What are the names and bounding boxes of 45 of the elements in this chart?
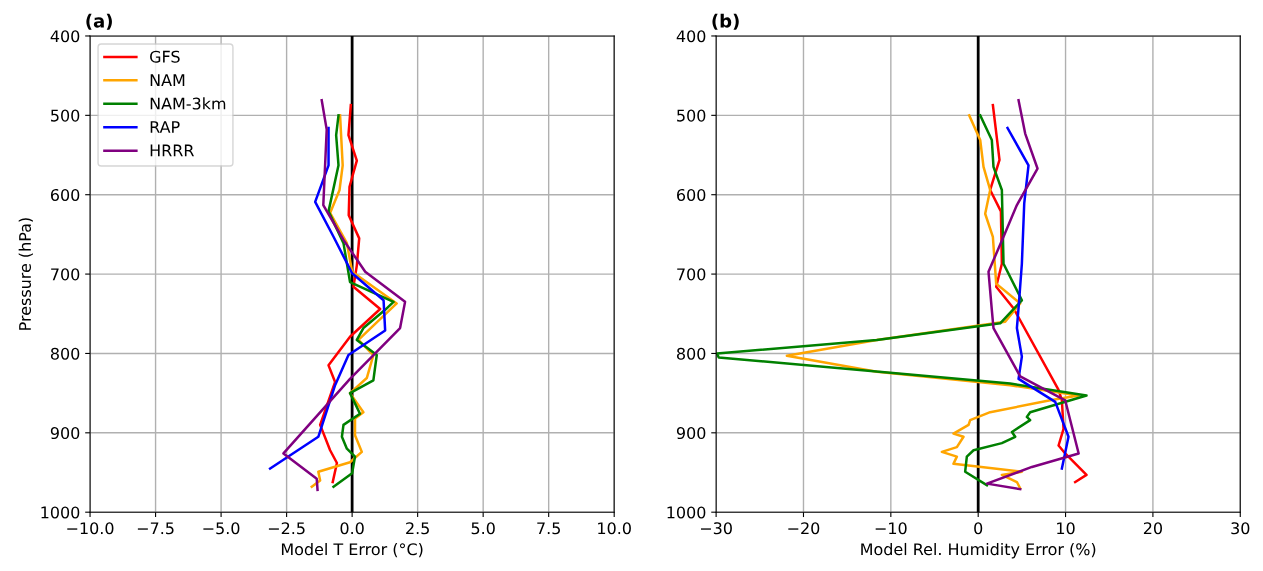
line-series xyxy=(716,114,1088,487)
line-series xyxy=(282,99,407,492)
y-tick-label: 800 xyxy=(676,347,706,360)
x-tick-label: −10.0 xyxy=(67,522,114,535)
x-tick-label: 20 xyxy=(1143,522,1163,535)
chart-title: (a) xyxy=(86,13,112,30)
y-tick-label: 600 xyxy=(677,188,706,202)
x-tick-label: −2.5 xyxy=(268,522,305,535)
x-axis-title: Model T Error (°C) xyxy=(281,542,423,558)
x-tick-label: 30 xyxy=(1231,522,1250,535)
chart-title: (b) xyxy=(712,13,739,30)
legend-label: NAM-3km xyxy=(150,97,226,110)
y-tick-label: 700 xyxy=(51,268,80,281)
y-tick-label: 600 xyxy=(50,188,80,202)
y-axis-title: Pressure (hPa) xyxy=(18,218,33,330)
y-tick-label: 400 xyxy=(676,30,706,43)
x-tick-label: 0.0 xyxy=(340,522,364,535)
x-tick-label: 2.5 xyxy=(406,522,429,535)
line-series xyxy=(1006,126,1070,470)
x-tick-label: −7.5 xyxy=(137,522,174,535)
y-tick-label: 700 xyxy=(677,268,706,281)
x-tick-label: −10 xyxy=(875,522,907,535)
line-series xyxy=(268,126,387,470)
y-tick-label: 1000 xyxy=(667,506,706,519)
y-tick-label: 800 xyxy=(50,347,80,360)
legend-label: HRRR xyxy=(150,144,194,157)
x-tick-label: 7.5 xyxy=(537,522,560,535)
y-tick-label: 500 xyxy=(51,109,80,122)
y-tick-label: 900 xyxy=(676,427,706,440)
legend-label: NAM xyxy=(150,74,185,86)
y-tick-label: 1000 xyxy=(41,506,80,519)
x-tick-label: −5.0 xyxy=(203,522,240,535)
y-tick-label: 500 xyxy=(677,109,706,122)
x-tick-label: −20 xyxy=(788,522,820,535)
x-axis-title: Model Rel. Humidity Error (%) xyxy=(861,542,1096,559)
x-tick-label: 5.0 xyxy=(471,522,495,535)
legend-label: RAP xyxy=(150,121,180,133)
x-tick-label: 0 xyxy=(974,522,983,535)
x-tick-label: −30 xyxy=(700,522,732,535)
line-series xyxy=(318,103,382,484)
y-tick-label: 900 xyxy=(50,427,80,440)
legend-label: GFS xyxy=(150,50,180,63)
y-tick-label: 400 xyxy=(50,30,80,43)
x-tick-label: 10.0 xyxy=(598,522,631,535)
x-tick-label: 10 xyxy=(1057,522,1075,535)
